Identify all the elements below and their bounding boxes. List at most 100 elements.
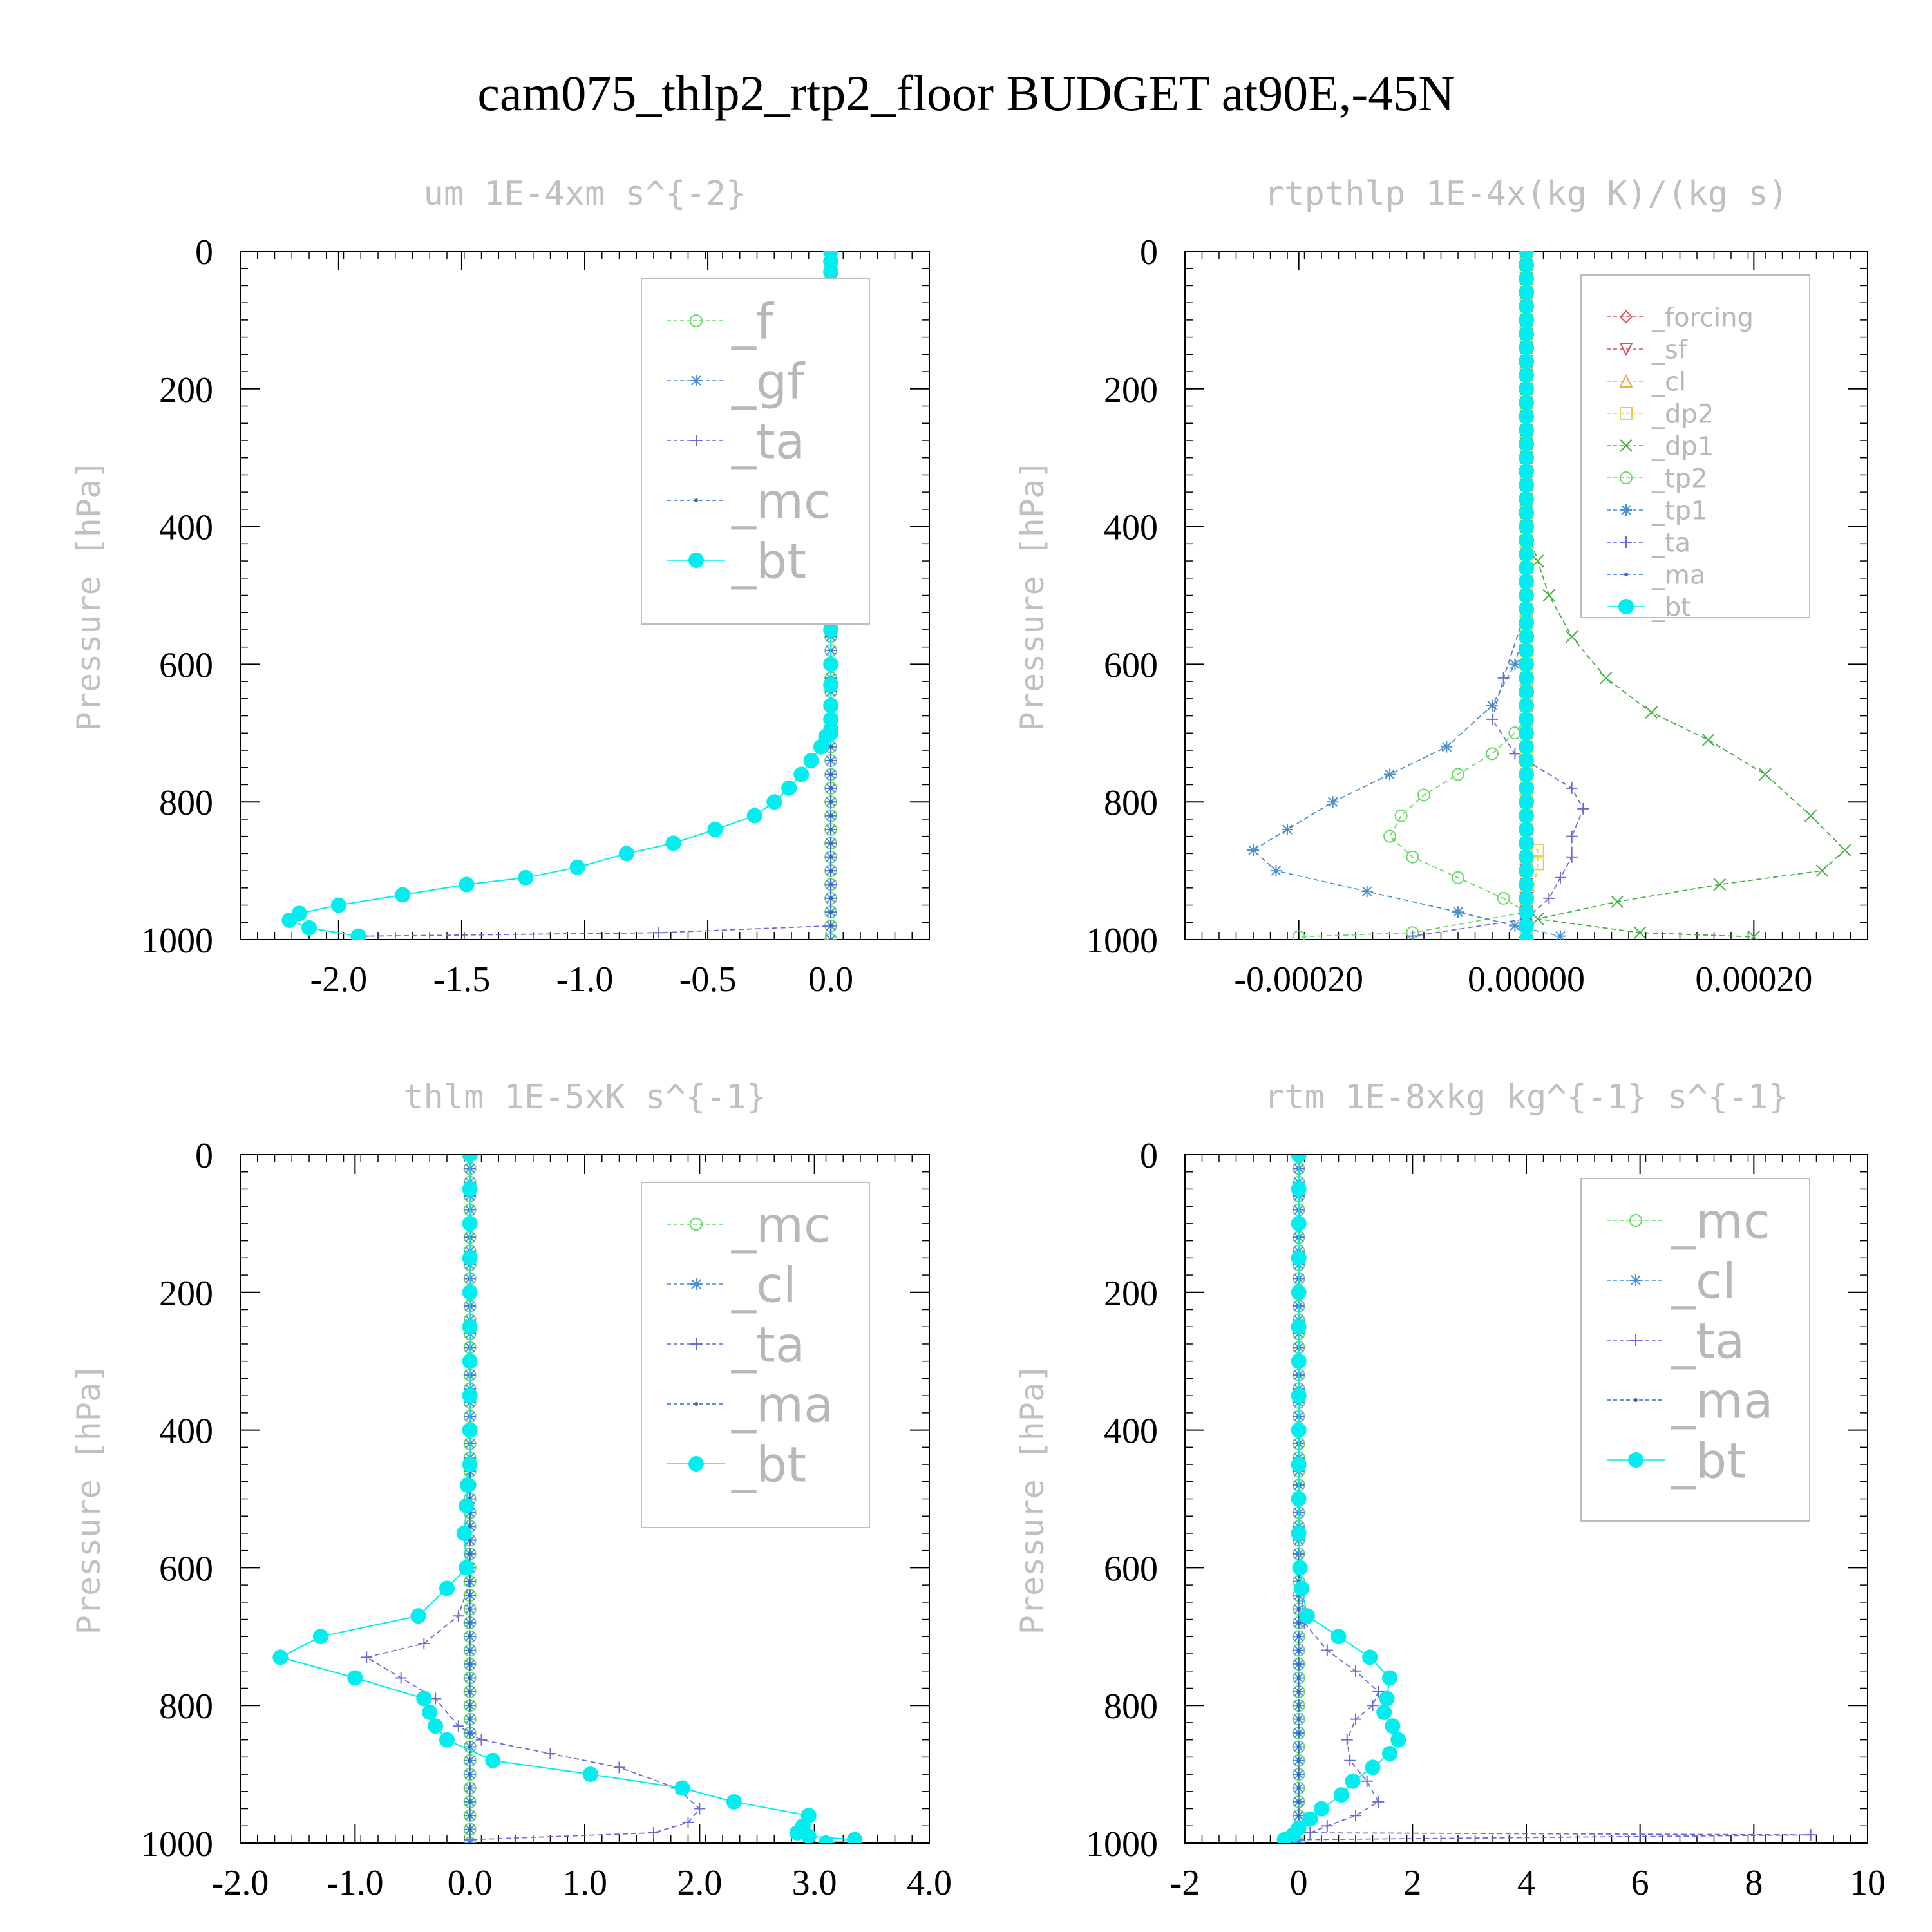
data-point	[1519, 326, 1534, 342]
data-point	[1701, 734, 1715, 746]
legend-item: _mc	[1607, 1192, 1770, 1249]
data-point	[462, 1284, 478, 1300]
data-point	[468, 1662, 472, 1667]
y-tick-label: 600	[159, 645, 213, 685]
data-point	[1759, 768, 1772, 781]
x-tick-label: -1.0	[327, 1863, 384, 1903]
data-point	[818, 1835, 834, 1843]
data-point	[1633, 926, 1647, 940]
legend: _f_gf_ta_mc_bt	[641, 278, 870, 625]
data-point	[823, 697, 839, 714]
legend-label: _ta	[731, 412, 805, 469]
data-point	[1519, 422, 1534, 438]
data-point	[439, 1732, 455, 1748]
x-tick-label: 0	[1290, 1863, 1308, 1903]
legend-label: _forcing	[1651, 303, 1754, 332]
data-point	[428, 1718, 444, 1734]
data-point	[1296, 1745, 1301, 1749]
series-bt	[272, 1155, 863, 1843]
data-point	[1566, 782, 1578, 794]
data-point	[468, 1841, 472, 1843]
legend-label: _ta	[731, 1316, 805, 1373]
legend: _forcing _sf_cl_dp2_dp1 _tp2 _tp1_ta_ma_bt	[1580, 274, 1810, 622]
legend-item: _mc	[667, 1196, 831, 1253]
legend-item: _forcing	[1607, 303, 1754, 332]
data-point	[1519, 876, 1534, 893]
series-line	[1298, 251, 1528, 938]
data-point	[1486, 747, 1499, 761]
legend-item: _mc	[667, 472, 831, 529]
data-point	[468, 1772, 472, 1777]
y-axis-label: Pressure [hPa]	[1014, 1363, 1051, 1634]
data-point	[395, 887, 411, 903]
legend-marker	[1620, 536, 1632, 548]
x-tick-label: 0.0	[808, 960, 853, 999]
data-point	[462, 1457, 478, 1473]
legend-label: _ta	[1651, 528, 1690, 558]
data-point	[1406, 850, 1419, 864]
data-point	[1291, 1422, 1307, 1438]
data-point	[829, 882, 833, 887]
data-point	[1519, 697, 1534, 714]
data-point	[1296, 1648, 1301, 1653]
y-tick-label: 600	[1104, 1549, 1158, 1589]
data-point	[1331, 1629, 1347, 1645]
data-point	[1519, 518, 1534, 535]
data-point	[1519, 808, 1534, 824]
data-point	[462, 1250, 478, 1266]
y-tick-label: 800	[159, 1687, 213, 1727]
legend-marker	[690, 1278, 702, 1290]
legend-label: _cl	[1671, 1252, 1736, 1309]
data-point	[395, 1672, 407, 1684]
data-point	[1509, 658, 1521, 670]
data-point	[1294, 1580, 1310, 1596]
data-point	[1291, 1250, 1307, 1266]
data-point	[410, 1608, 426, 1624]
data-point	[416, 1690, 432, 1707]
minor-ticks	[1185, 251, 1868, 940]
data-point	[1385, 1718, 1401, 1734]
legend-label: _f	[731, 292, 775, 350]
legend-item: _bt	[667, 1435, 806, 1493]
data-point	[1384, 768, 1396, 781]
legend-item: _cl	[1607, 367, 1686, 397]
data-point	[1382, 1746, 1397, 1762]
data-point	[1519, 890, 1534, 906]
data-point	[1509, 748, 1521, 760]
data-point	[1497, 891, 1510, 905]
data-point	[468, 1593, 472, 1598]
x-tick-label: -1.0	[556, 960, 614, 999]
panel-4: rtm 1E-8xkg kg^{-1} s^{-1} Pressure [hPa]…	[1014, 1078, 1886, 1903]
x-tick-label: 2	[1403, 1863, 1421, 1903]
data-point	[1292, 930, 1305, 940]
series-group	[272, 1155, 863, 1843]
y-tick-label: 1000	[1086, 921, 1158, 961]
y-tick-label: 600	[159, 1549, 213, 1589]
data-point	[1519, 532, 1534, 548]
legend-item: _f	[667, 292, 775, 350]
data-point	[518, 869, 534, 886]
data-point	[1299, 1608, 1315, 1624]
data-point	[1519, 753, 1534, 769]
legend-label: _cl	[1651, 367, 1686, 397]
data-point	[1519, 835, 1534, 851]
data-point	[766, 794, 782, 810]
x-tick-label: -2.0	[310, 960, 368, 999]
data-point	[1555, 930, 1566, 940]
data-point	[829, 813, 833, 818]
data-point	[682, 1816, 694, 1828]
data-point	[468, 1745, 472, 1749]
data-point	[829, 855, 833, 859]
series-line	[1252, 251, 1561, 937]
y-tick-label: 0	[1140, 232, 1158, 272]
panel-2: rtpthlp 1E-4x(kg K)/(kg s) Pressure [hPa]…	[1014, 175, 1868, 999]
data-point	[793, 766, 810, 782]
legend-marker	[694, 498, 698, 502]
x-tick-label: -1.5	[433, 960, 491, 999]
legend-item: _bt	[1607, 592, 1691, 622]
data-point	[462, 1155, 478, 1162]
data-point	[1519, 436, 1534, 452]
series-group	[1276, 1155, 1817, 1843]
legend-marker	[688, 553, 704, 568]
data-point	[746, 808, 762, 824]
